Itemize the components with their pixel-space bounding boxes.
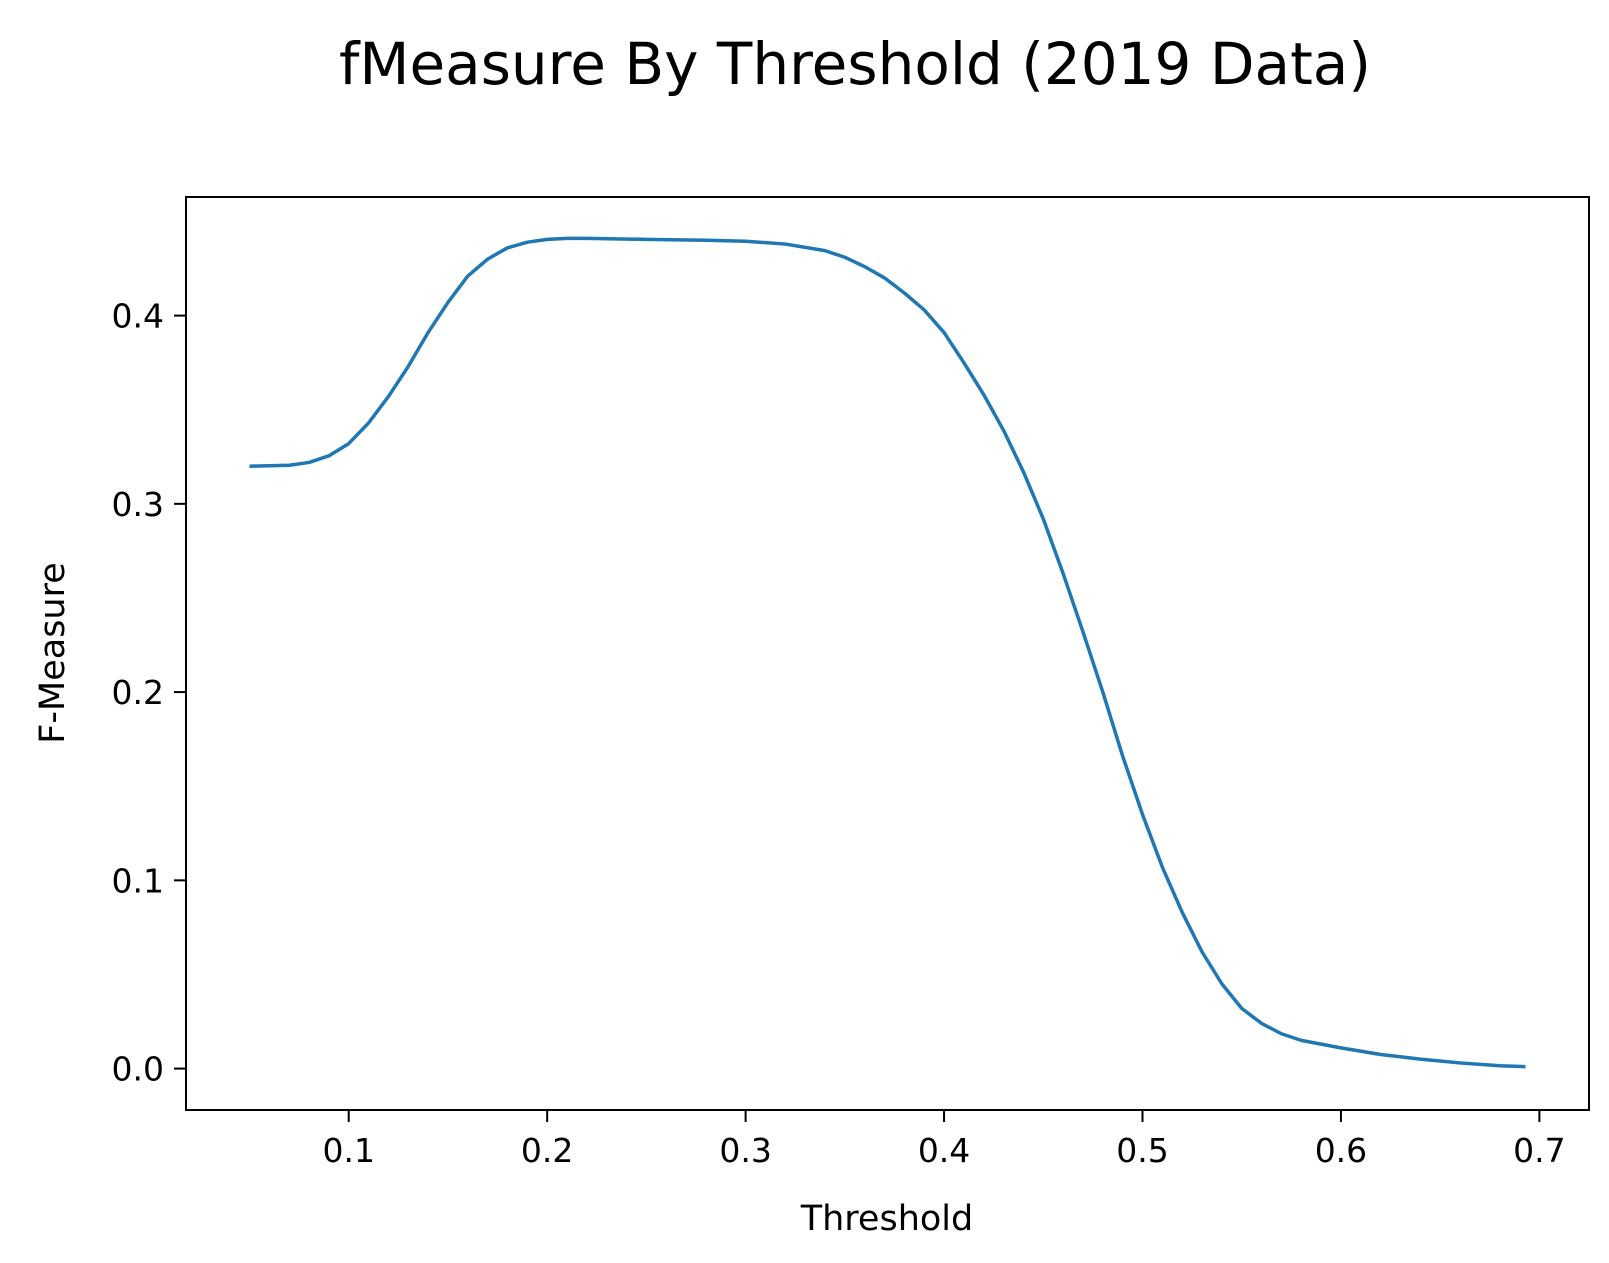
- y-tick-label: 0.0: [112, 1050, 164, 1089]
- x-axis-label: Threshold: [800, 1199, 974, 1239]
- x-tick-label: 0.2: [521, 1131, 573, 1170]
- y-axis-ticks: 0.0 0.1 0.2 0.3 0.4: [112, 297, 186, 1089]
- series-line-fmeasure: [249, 236, 1526, 1069]
- chart-title: fMeasure By Threshold (2019 Data): [339, 30, 1371, 98]
- y-tick-label: 0.3: [112, 485, 164, 524]
- plot-frame: [185, 196, 1590, 1111]
- x-tick-label: 0.1: [322, 1131, 374, 1170]
- x-tick-label: 0.4: [918, 1131, 970, 1170]
- y-tick-label: 0.4: [112, 297, 164, 336]
- x-tick-label: 0.3: [719, 1131, 771, 1170]
- x-tick-label: 0.5: [1116, 1131, 1168, 1170]
- x-tick-label: 0.6: [1315, 1131, 1367, 1170]
- y-tick-label: 0.1: [112, 861, 164, 900]
- x-axis-ticks: 0.1 0.2 0.3 0.4 0.5 0.6 0.7: [322, 1110, 1566, 1170]
- x-tick-label: 0.7: [1513, 1131, 1565, 1170]
- y-axis-label: F-Measure: [33, 562, 73, 744]
- y-tick-label: 0.2: [112, 673, 164, 712]
